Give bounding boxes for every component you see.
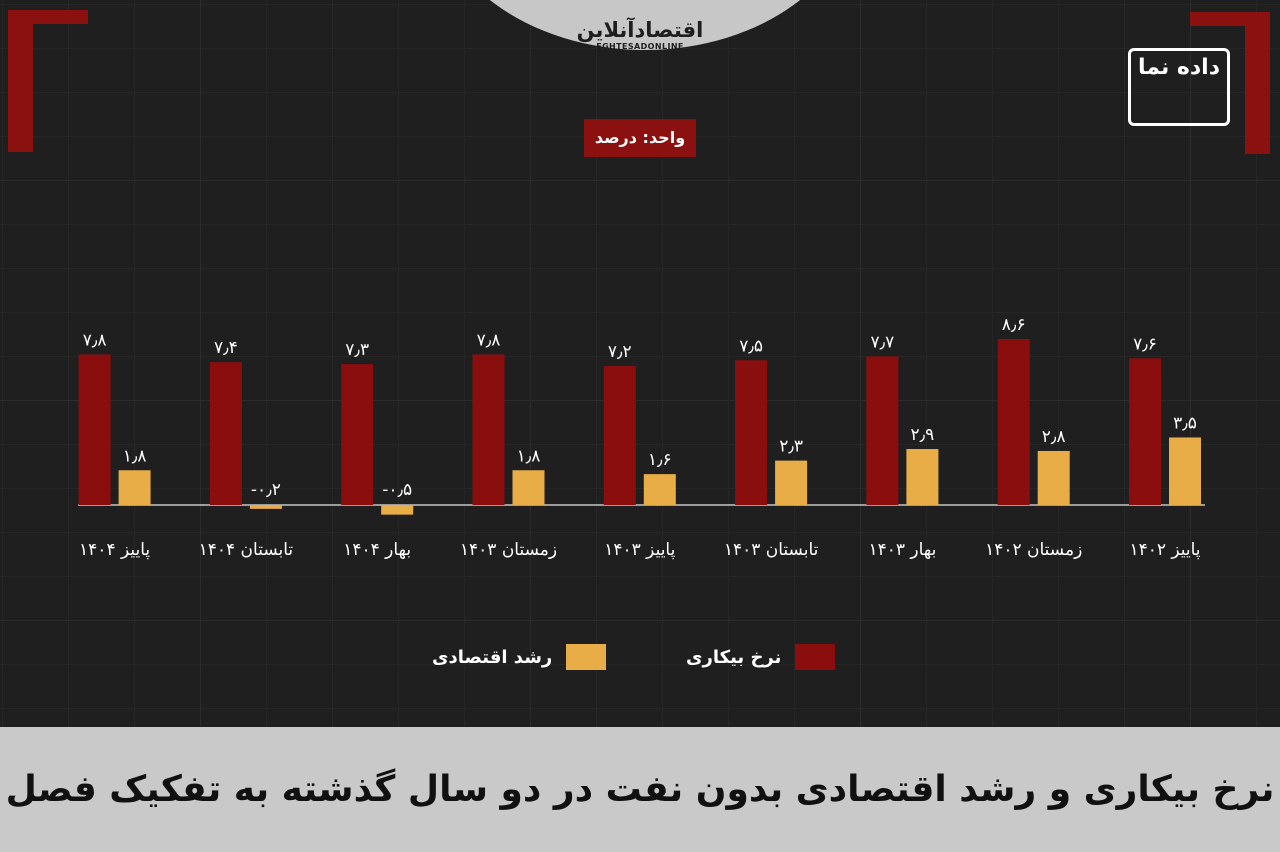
data-label-growth: ۱٫۶ [648,450,672,470]
legend-label-unemployment: نرخ بیکاری [686,646,782,668]
data-label-unemployment: ۸٫۶ [1002,315,1026,335]
data-label-growth: ۳٫۵ [1173,413,1197,433]
corner-bracket-right [1190,12,1270,154]
bar-unemployment [735,360,768,505]
data-label-growth: -۰٫۵ [382,480,412,500]
bar-unemployment [997,339,1030,505]
data-label-unemployment: ۷٫۵ [739,336,763,356]
corner-bracket-left [8,10,88,152]
x-tick-label: زمستان ۱۴۰۳ [460,540,557,560]
x-tick-label: تابستان ۱۴۰۴ [199,540,294,560]
x-tick-label: پاییز ۱۴۰۳ [604,540,675,560]
bar-unemployment [866,356,899,505]
data-label-unemployment: ۷٫۶ [1133,334,1157,354]
data-label-growth: -۰٫۲ [251,480,281,500]
bar-unemployment [209,362,242,505]
bar-growth [1169,437,1201,505]
unit-badge: واحد: درصد [584,119,696,157]
data-label-unemployment: ۷٫۴ [214,338,238,358]
data-label-growth: ۲٫۳ [779,437,803,457]
brand-logo: اقتصادآنلاین EGHTESADONLINE [560,18,720,51]
bar-growth [906,449,939,505]
legend-growth: رشد اقتصادی [432,644,607,670]
bar-chart: ۷٫۶ ۳٫۵ پاییز ۱۴۰۲ ۸٫۶ ۲٫۸ زمستان ۱۴۰۲ ۷٫۷ ۲٫۹ ب… [78,315,1205,560]
x-tick-label: بهار ۱۴۰۴ [343,540,411,560]
bar-growth [775,460,808,505]
data-label-unemployment: ۷٫۲ [608,342,632,362]
bar-growth [512,470,545,505]
x-tick-label: زمستان ۱۴۰۲ [985,540,1082,560]
x-tick-label: پاییز ۱۴۰۲ [1129,540,1200,560]
data-label-growth: ۲٫۸ [1042,427,1066,447]
bar-growth [249,505,282,509]
data-label-growth: ۱٫۸ [123,446,147,466]
brand-name-fa: اقتصادآنلاین [576,18,704,42]
bar-growth [381,505,414,515]
bar-unemployment [603,366,636,505]
title-bar: نرخ بیکاری و رشد اقتصادی بدون نفت در دو … [0,727,1280,852]
legend-swatch-growth [566,644,607,670]
bar-unemployment [78,354,111,505]
bar-growth [1037,450,1070,505]
brand-name-en: EGHTESADONLINE [596,42,684,51]
data-label-unemployment: ۷٫۸ [83,330,107,350]
data-label-unemployment: ۷٫۸ [477,330,501,350]
legend-swatch-unemployment [795,644,836,670]
data-label-unemployment: ۷٫۷ [871,332,895,352]
chart-title: نرخ بیکاری و رشد اقتصادی بدون نفت در دو … [5,769,1275,810]
data-label-growth: ۱٫۸ [517,446,541,466]
x-tick-label: تابستان ۱۴۰۳ [724,540,819,560]
bar-growth [643,474,676,505]
x-tick-label: پاییز ۱۴۰۴ [79,540,150,560]
legend-label-growth: رشد اقتصادی [432,646,553,668]
data-label-unemployment: ۷٫۳ [345,340,369,360]
bar-unemployment [472,354,505,505]
data-label-growth: ۲٫۹ [911,425,935,445]
datanama-logo: داده نما [1128,48,1230,126]
legend-unemployment: نرخ بیکاری [686,644,836,670]
bar-growth [118,470,151,505]
bar-unemployment [341,364,374,505]
x-tick-label: بهار ۱۴۰۳ [868,540,936,560]
bar-unemployment [1129,358,1161,505]
